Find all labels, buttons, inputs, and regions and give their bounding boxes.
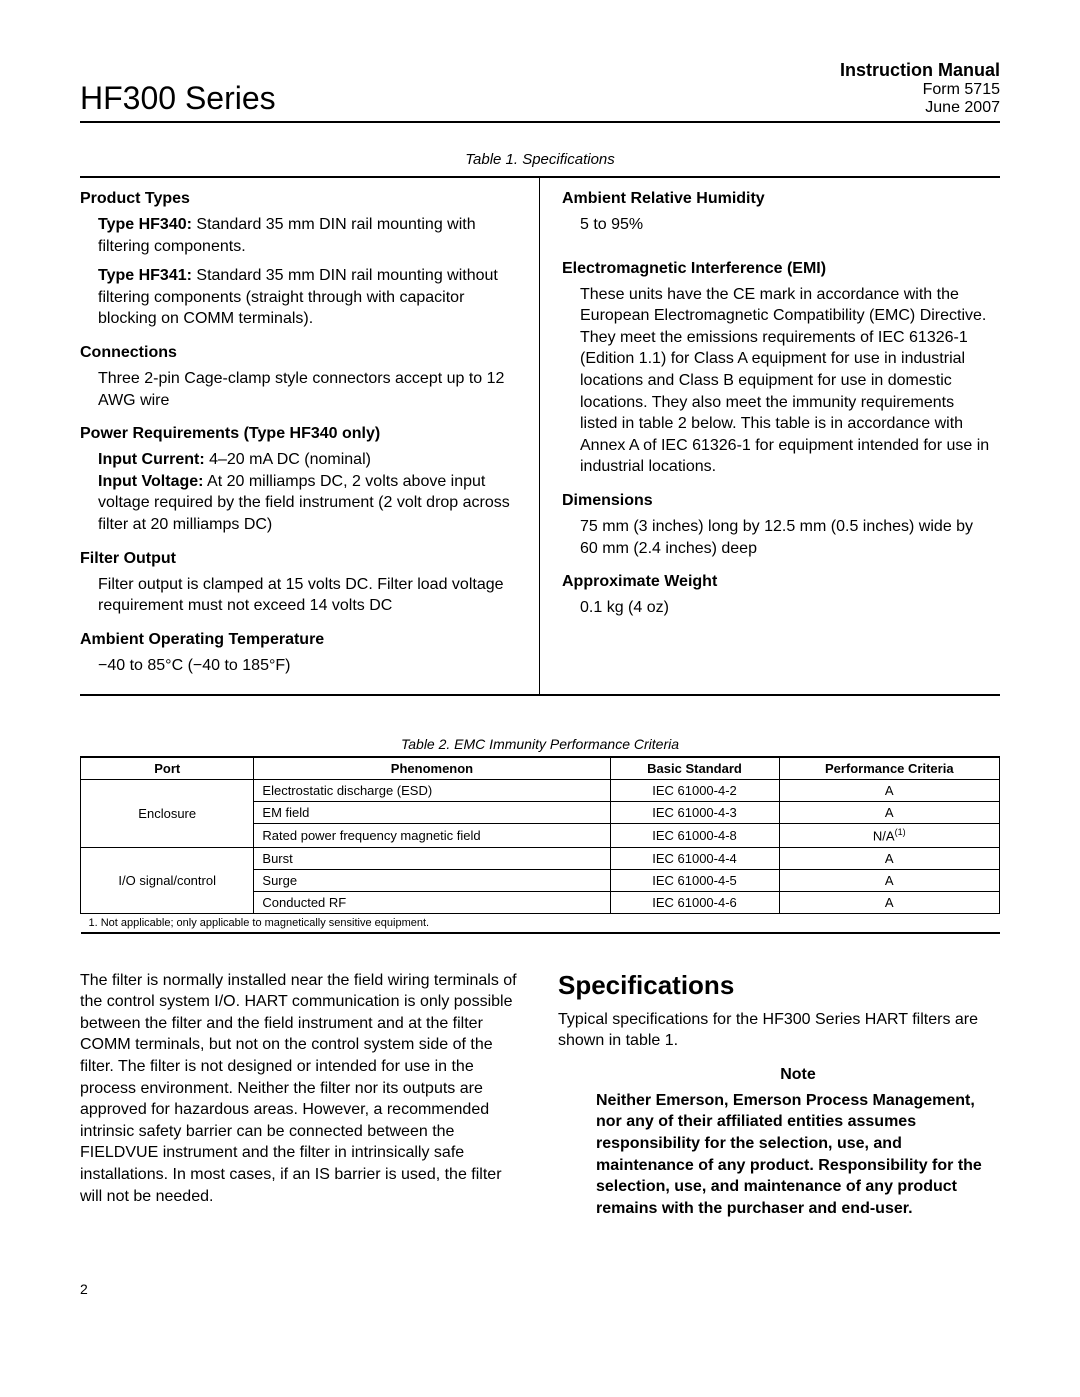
lower-columns: The filter is normally installed near th… — [80, 970, 1000, 1222]
input-voltage-label: Input Voltage: — [98, 473, 203, 490]
port-cell: I/O signal/control — [81, 847, 254, 913]
note-text: Neither Emerson, Emerson Process Managem… — [596, 1090, 1000, 1220]
table-row: EnclosureElectrostatic discharge (ESD)IE… — [81, 780, 1000, 802]
note-block: Note Neither Emerson, Emerson Process Ma… — [558, 1066, 1000, 1220]
phenomenon-cell: Electrostatic discharge (ESD) — [254, 780, 610, 802]
connections-heading: Connections — [80, 344, 521, 362]
weight-section: Approximate Weight 0.1 kg (4 oz) — [562, 573, 992, 619]
emi-section: Electromagnetic Interference (EMI) These… — [562, 260, 992, 478]
document-date: June 2007 — [840, 99, 1000, 117]
connections-text: Three 2-pin Cage-clamp style connectors … — [98, 368, 521, 411]
criteria-cell: A — [779, 780, 999, 802]
input-current-label: Input Current: — [98, 451, 205, 468]
manual-title: Instruction Manual — [840, 60, 1000, 81]
power-section: Power Requirements (Type HF340 only) Inp… — [80, 425, 521, 535]
criteria-cell: A — [779, 802, 999, 824]
hf341-entry: Type HF341: Standard 35 mm DIN rail moun… — [98, 265, 521, 330]
table1-caption: Table 1. Specifications — [80, 151, 1000, 168]
table-footnote-row: 1. Not applicable; only applicable to ma… — [81, 913, 1000, 933]
hf340-entry: Type HF340: Standard 35 mm DIN rail moun… — [98, 214, 521, 257]
standard-cell: IEC 61000-4-8 — [610, 824, 779, 847]
dimensions-heading: Dimensions — [562, 492, 992, 510]
product-types-section: Product Types Type HF340: Standard 35 mm… — [80, 190, 521, 330]
note-label: Note — [596, 1066, 1000, 1084]
hf341-label: Type HF341: — [98, 267, 192, 284]
page-header: HF300 Series Instruction Manual Form 571… — [80, 60, 1000, 123]
humidity-section: Ambient Relative Humidity 5 to 95% — [562, 190, 992, 236]
phenomenon-cell: Surge — [254, 869, 610, 891]
standard-cell: IEC 61000-4-3 — [610, 802, 779, 824]
filter-output-section: Filter Output Filter output is clamped a… — [80, 550, 521, 617]
ambient-temp-section: Ambient Operating Temperature −40 to 85°… — [80, 631, 521, 677]
table-footnote: 1. Not applicable; only applicable to ma… — [81, 913, 1000, 933]
filter-output-heading: Filter Output — [80, 550, 521, 568]
power-body: Input Current: 4–20 mA DC (nominal)Input… — [98, 449, 521, 535]
page-number: 2 — [80, 1281, 1000, 1297]
lower-right-column: Specifications Typical specifications fo… — [558, 970, 1000, 1222]
connections-section: Connections Three 2-pin Cage-clamp style… — [80, 344, 521, 411]
filter-output-text: Filter output is clamped at 15 volts DC.… — [98, 574, 521, 617]
table-header-row: Port Phenomenon Basic Standard Performan… — [81, 757, 1000, 780]
criteria-cell: N/A(1) — [779, 824, 999, 847]
standard-cell: IEC 61000-4-2 — [610, 780, 779, 802]
ambient-temp-text: −40 to 85°C (−40 to 185°F) — [98, 655, 521, 677]
criteria-cell: A — [779, 891, 999, 913]
humidity-text: 5 to 95% — [580, 214, 992, 236]
criteria-cell: A — [779, 869, 999, 891]
form-number: Form 5715 — [840, 81, 1000, 99]
specifications-table: Product Types Type HF340: Standard 35 mm… — [80, 176, 1000, 696]
phenomenon-cell: Conducted RF — [254, 891, 610, 913]
emi-text: These units have the CE mark in accordan… — [580, 284, 992, 478]
product-types-heading: Product Types — [80, 190, 521, 208]
series-title: HF300 Series — [80, 80, 276, 117]
input-current-text: 4–20 mA DC (nominal) — [205, 451, 371, 468]
weight-text: 0.1 kg (4 oz) — [580, 597, 992, 619]
standard-cell: IEC 61000-4-4 — [610, 847, 779, 869]
col-port: Port — [81, 757, 254, 780]
standard-cell: IEC 61000-4-6 — [610, 891, 779, 913]
header-right: Instruction Manual Form 5715 June 2007 — [840, 60, 1000, 117]
spec-right-column: Ambient Relative Humidity 5 to 95% Elect… — [540, 178, 1000, 694]
dimensions-section: Dimensions 75 mm (3 inches) long by 12.5… — [562, 492, 992, 559]
col-phenomenon: Phenomenon — [254, 757, 610, 780]
lower-left-column: The filter is normally installed near th… — [80, 970, 522, 1222]
filter-paragraph: The filter is normally installed near th… — [80, 970, 522, 1208]
table-row: I/O signal/controlBurstIEC 61000-4-4A — [81, 847, 1000, 869]
table2-caption: Table 2. EMC Immunity Performance Criter… — [80, 736, 1000, 752]
phenomenon-cell: Rated power frequency magnetic field — [254, 824, 610, 847]
port-cell: Enclosure — [81, 780, 254, 847]
emc-table: Port Phenomenon Basic Standard Performan… — [80, 756, 1000, 933]
power-heading: Power Requirements (Type HF340 only) — [80, 425, 521, 443]
spec-left-column: Product Types Type HF340: Standard 35 mm… — [80, 178, 540, 694]
standard-cell: IEC 61000-4-5 — [610, 869, 779, 891]
weight-heading: Approximate Weight — [562, 573, 992, 591]
col-standard: Basic Standard — [610, 757, 779, 780]
specifications-heading: Specifications — [558, 970, 1000, 1001]
phenomenon-cell: Burst — [254, 847, 610, 869]
ambient-temp-heading: Ambient Operating Temperature — [80, 631, 521, 649]
humidity-heading: Ambient Relative Humidity — [562, 190, 992, 208]
phenomenon-cell: EM field — [254, 802, 610, 824]
emi-heading: Electromagnetic Interference (EMI) — [562, 260, 992, 278]
specifications-text: Typical specifications for the HF300 Ser… — [558, 1009, 1000, 1052]
hf340-label: Type HF340: — [98, 216, 192, 233]
dimensions-text: 75 mm (3 inches) long by 12.5 mm (0.5 in… — [580, 516, 992, 559]
col-criteria: Performance Criteria — [779, 757, 999, 780]
criteria-cell: A — [779, 847, 999, 869]
